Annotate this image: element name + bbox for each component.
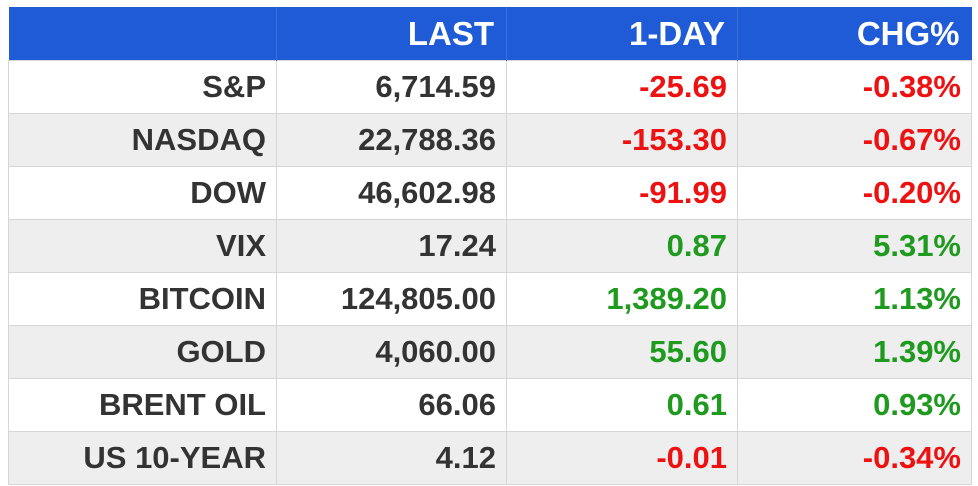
instrument-name: BITCOIN [8, 272, 277, 326]
table-row: NASDAQ 22,788.36 -153.30 -0.67% [8, 113, 972, 167]
table-body: S&P 6,714.59 -25.69 -0.38% NASDAQ 22,788… [8, 60, 972, 485]
last-value: 66.06 [276, 378, 507, 432]
table-row: DOW 46,602.98 -91.99 -0.20% [8, 166, 972, 220]
instrument-name: DOW [8, 166, 277, 220]
table-header: LAST 1-DAY CHG% [8, 7, 972, 61]
pct-change: -0.38% [737, 60, 972, 114]
instrument-name: NASDAQ [8, 113, 277, 167]
last-value: 6,714.59 [276, 60, 507, 114]
table-row: BITCOIN 124,805.00 1,389.20 1.13% [8, 272, 972, 326]
pct-change: -0.67% [737, 113, 972, 167]
last-value: 4,060.00 [276, 325, 507, 379]
header-name [8, 7, 277, 61]
day-change: 55.60 [506, 325, 738, 379]
last-value: 22,788.36 [276, 113, 507, 167]
header-chg-pct: CHG% [737, 7, 972, 61]
last-value: 17.24 [276, 219, 507, 273]
day-change: -0.01 [506, 431, 738, 485]
pct-change: 1.13% [737, 272, 972, 326]
last-value: 4.12 [276, 431, 507, 485]
pct-change: 5.31% [737, 219, 972, 273]
day-change: -25.69 [506, 60, 738, 114]
header-row: LAST 1-DAY CHG% [8, 7, 972, 61]
day-change: 0.87 [506, 219, 738, 273]
table-row: VIX 17.24 0.87 5.31% [8, 219, 972, 273]
market-summary-table: LAST 1-DAY CHG% S&P 6,714.59 -25.69 -0.3… [8, 7, 972, 485]
pct-change: -0.20% [737, 166, 972, 220]
header-1-day: 1-DAY [506, 7, 738, 61]
header-last: LAST [276, 7, 507, 61]
day-change: -153.30 [506, 113, 738, 167]
last-value: 46,602.98 [276, 166, 507, 220]
last-value: 124,805.00 [276, 272, 507, 326]
table-row: GOLD 4,060.00 55.60 1.39% [8, 325, 972, 379]
day-change: -91.99 [506, 166, 738, 220]
table-row: BRENT OIL 66.06 0.61 0.93% [8, 378, 972, 432]
day-change: 0.61 [506, 378, 738, 432]
day-change: 1,389.20 [506, 272, 738, 326]
instrument-name: VIX [8, 219, 277, 273]
table-row: S&P 6,714.59 -25.69 -0.38% [8, 60, 972, 114]
instrument-name: BRENT OIL [8, 378, 277, 432]
table-row: US 10-YEAR 4.12 -0.01 -0.34% [8, 431, 972, 485]
market-summary-table-container: LAST 1-DAY CHG% S&P 6,714.59 -25.69 -0.3… [8, 7, 972, 485]
pct-change: 1.39% [737, 325, 972, 379]
pct-change: -0.34% [737, 431, 972, 485]
pct-change: 0.93% [737, 378, 972, 432]
instrument-name: GOLD [8, 325, 277, 379]
instrument-name: US 10-YEAR [8, 431, 277, 485]
instrument-name: S&P [8, 60, 277, 114]
